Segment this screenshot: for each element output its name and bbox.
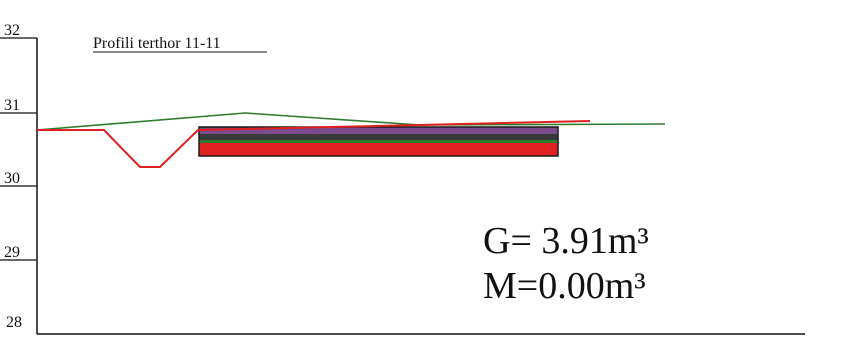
tick-label-29: 29 xyxy=(4,244,20,261)
tick-label-31: 31 xyxy=(4,97,20,114)
layer-green-strip xyxy=(199,140,558,143)
design-line xyxy=(37,120,591,168)
m-volume-text: M=0.00m³ xyxy=(483,265,646,307)
terrain-line xyxy=(36,112,666,131)
profile-title: Profili terthor 11-11 xyxy=(93,35,221,52)
tick-label-28: 28 xyxy=(6,314,22,331)
g-volume-text: G= 3.91m³ xyxy=(483,220,649,262)
tick-label-32: 32 xyxy=(4,22,20,39)
tick-label-30: 30 xyxy=(4,170,20,187)
layer-top-band xyxy=(199,127,558,134)
layer-outline xyxy=(198,126,559,157)
layer-mid-band xyxy=(199,134,558,140)
layer-red-fill xyxy=(199,143,558,156)
